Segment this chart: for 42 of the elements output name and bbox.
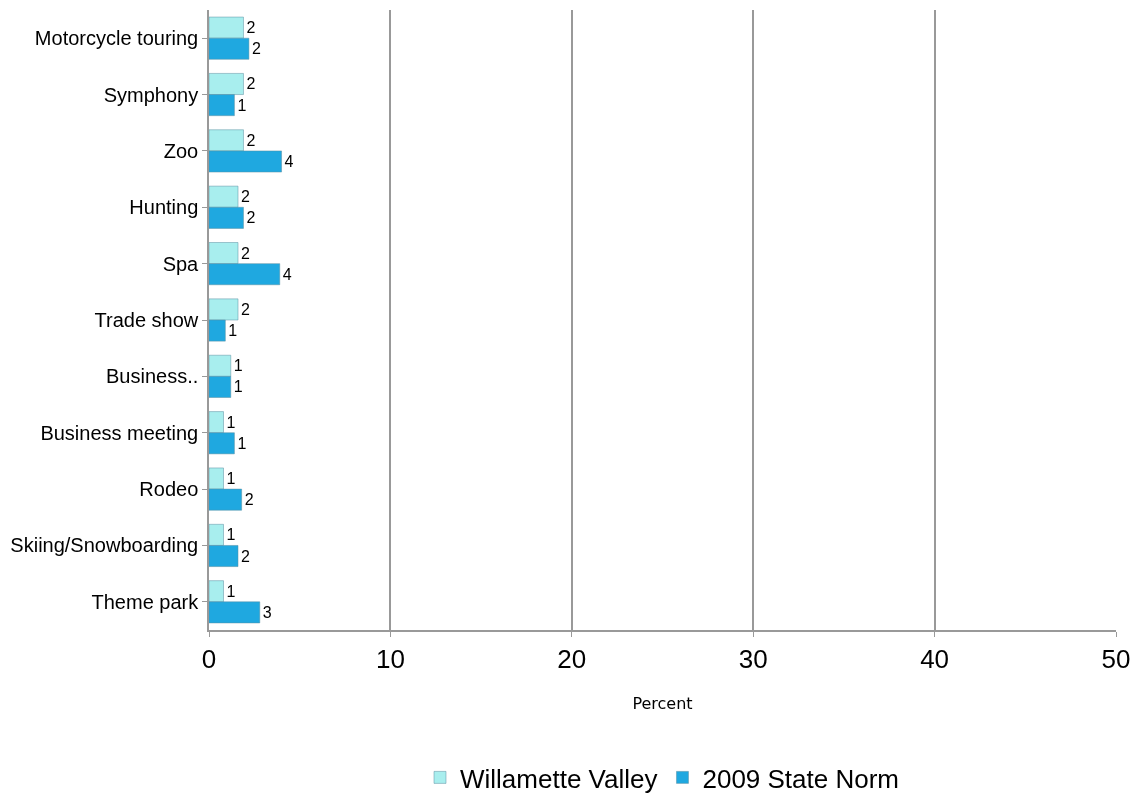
x-axis-title: Percent	[632, 694, 693, 714]
y-tick-label: Business..	[105, 365, 199, 388]
x-tick-label: 0	[201, 643, 217, 674]
data-label: 1	[228, 322, 238, 340]
data-label: 1	[226, 526, 236, 544]
data-label: 2	[241, 188, 251, 206]
y-tick-label: Rodeo	[139, 478, 199, 501]
data-label: 1	[233, 357, 243, 375]
legend-label: 2009 State Norm	[702, 763, 900, 794]
data-label: 2	[246, 19, 256, 37]
data-label: 1	[226, 470, 236, 488]
data-label: 1	[226, 413, 236, 431]
data-label: 3	[262, 603, 272, 621]
y-tick-label: Spa	[162, 252, 200, 275]
data-label: 2	[246, 209, 256, 227]
data-label: 2	[246, 75, 256, 93]
data-label: 2	[244, 491, 254, 509]
data-label: 1	[226, 582, 236, 600]
data-label: 2	[251, 40, 261, 58]
x-tick-label: 40	[920, 643, 950, 674]
x-tick-label: 20	[557, 643, 587, 674]
x-tick-label: 50	[1101, 643, 1131, 674]
x-tick-label: 10	[375, 643, 405, 674]
y-tick-label: Theme park	[91, 590, 200, 613]
data-label: 1	[237, 434, 247, 452]
data-label: 4	[282, 265, 292, 283]
y-tick-label: Zoo	[163, 139, 199, 162]
data-label: 2	[241, 244, 251, 262]
y-tick-label: Symphony	[103, 83, 199, 106]
x-tick-label: 30	[738, 643, 768, 674]
legend-label: Willamette Valley	[460, 763, 658, 794]
data-label: 2	[241, 300, 251, 318]
y-tick-label: Skiing/Snowboarding	[10, 534, 199, 557]
y-tick-label: Business meeting	[40, 421, 199, 444]
data-label: 1	[237, 96, 247, 114]
data-label: 1	[233, 378, 243, 396]
data-label: 4	[284, 152, 294, 170]
data-label: 2	[246, 131, 256, 149]
y-tick-label: Trade show	[94, 309, 199, 331]
data-label: 2	[241, 547, 251, 565]
y-tick-label: Motorcycle touring	[34, 27, 199, 50]
y-tick-label: Hunting	[129, 196, 199, 219]
